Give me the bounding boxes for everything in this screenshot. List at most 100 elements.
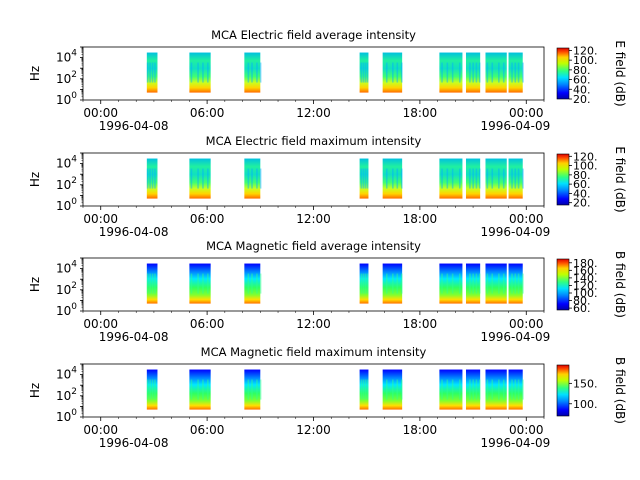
spectrogram-streak [247, 379, 250, 400]
colorbar-tick-label: 60. [573, 302, 591, 315]
spectrogram-streak [146, 62, 149, 83]
colorbar [556, 364, 570, 417]
spectrogram-streak [458, 62, 461, 83]
x-tick-label: 06:00 [190, 106, 225, 120]
spectrogram-segment [146, 369, 158, 410]
spectrogram-streak [256, 62, 258, 83]
spectrogram-streak [441, 273, 443, 294]
spectrogram-streak [491, 168, 494, 189]
x-tick-label: 12:00 [296, 212, 331, 226]
spectrogram-streak [197, 168, 199, 189]
spectrogram-streak [385, 379, 388, 400]
spectrogram-streak [392, 62, 394, 83]
y-tick-label: 102 [56, 281, 77, 297]
panel-title: MCA Electric field maximum intensity [206, 134, 422, 148]
spectrogram-streak [511, 168, 513, 189]
x-tick-label: 00:00 [509, 212, 544, 226]
y-tick-label: 104 [56, 260, 77, 276]
spectrogram-streak [151, 273, 154, 294]
spectrogram-streak [207, 379, 209, 400]
spectrogram-segment [146, 158, 158, 199]
y-tick-label: 102 [56, 70, 77, 86]
y-tick-label: 100 [56, 91, 77, 107]
spectrogram-streak [491, 62, 494, 83]
spectrogram-streak [151, 168, 154, 189]
date-start-label: 1996-04-08 [99, 225, 169, 239]
date-start-label: 1996-04-08 [99, 436, 169, 450]
x-tick-label: 00:00 [83, 317, 118, 331]
spectrogram-streak [154, 273, 156, 294]
spectrogram-streak [441, 62, 443, 83]
colorbar-tick-label: 100. [573, 398, 598, 411]
spectrogram-streak [151, 379, 154, 400]
spectrogram-streak [151, 62, 154, 83]
spectrogram-streak [478, 379, 481, 400]
spectrogram-streak [475, 168, 478, 189]
y-tick-label: 104 [56, 366, 77, 382]
spectrogram-streak [362, 273, 365, 294]
spectrogram-segment [189, 158, 211, 199]
spectrogram-streak [364, 379, 367, 400]
spectrogram-streak [396, 62, 399, 83]
y-axis-label: Hz [28, 383, 42, 398]
spectrogram-streak [517, 379, 520, 400]
spectrogram-streak [366, 168, 369, 189]
spectrogram-streak [472, 379, 474, 400]
spectrogram-streak [511, 273, 513, 294]
spectrogram-segment [485, 369, 507, 410]
spectrogram-streak [486, 168, 489, 189]
spectrogram-streak [446, 379, 449, 400]
spectrogram-streak [251, 273, 253, 294]
spectrogram-streak [469, 168, 471, 189]
spectrogram-streak [446, 168, 449, 189]
spectrogram-streak [517, 62, 520, 83]
spectrogram-segment [244, 52, 261, 93]
spectrogram-streak [259, 168, 262, 189]
spectrogram-segment [485, 158, 507, 199]
spectrogram-streak [247, 273, 250, 294]
spectrogram-streak [396, 168, 399, 189]
spectrogram-segment [244, 263, 261, 304]
spectrogram-streak [362, 168, 365, 189]
spectrogram-segment [359, 369, 369, 410]
spectrogram-streak [154, 168, 156, 189]
x-tick-label: 00:00 [83, 212, 118, 226]
spectrogram-streak [385, 62, 388, 83]
colorbar-tick-label: 160. [573, 264, 598, 277]
colorbar-tick-label: 100. [573, 160, 598, 173]
panel-title: MCA Electric field average intensity [211, 28, 416, 42]
spectrogram-streak [458, 168, 461, 189]
spectrogram-segment [146, 263, 158, 304]
spectrogram-streak [511, 62, 513, 83]
spectrogram-streak [478, 273, 481, 294]
spectrogram-streak [491, 379, 494, 400]
y-tick-label: 102 [56, 176, 77, 192]
spectrogram-streak [366, 62, 369, 83]
spectrogram-segment [508, 52, 523, 93]
colorbar [556, 258, 570, 311]
spectrogram-streak [498, 379, 500, 400]
spectrogram-streak [364, 62, 367, 83]
spectrogram-streak [247, 168, 250, 189]
colorbar-label: B field (dB) [613, 251, 627, 318]
spectrogram-streak [190, 379, 193, 400]
spectrogram-streak [360, 62, 363, 83]
spectrogram-segment [359, 52, 369, 93]
colorbar-tick-label: 40. [573, 83, 591, 96]
colorbar-tick-label: 20. [573, 197, 591, 210]
y-tick-label: 100 [56, 408, 77, 424]
spectrogram-streak [400, 273, 403, 294]
spectrogram-streak [498, 62, 500, 83]
x-tick-label: 18:00 [403, 212, 438, 226]
colorbar-tick-label: 80. [573, 169, 591, 182]
spectrogram-streak [207, 168, 209, 189]
spectrogram-streak [202, 62, 204, 83]
spectrogram-segment [439, 263, 463, 304]
spectrogram-segment [508, 158, 523, 199]
colorbar [556, 47, 570, 100]
panel-2: MCA Electric field maximum intensity Hz 10… [28, 134, 627, 239]
spectrogram-streak [396, 273, 399, 294]
panel-title: MCA Magnetic field maximum intensity [201, 345, 427, 359]
colorbar-tick-label: 140. [573, 272, 598, 285]
y-tick-label: 100 [56, 302, 77, 318]
